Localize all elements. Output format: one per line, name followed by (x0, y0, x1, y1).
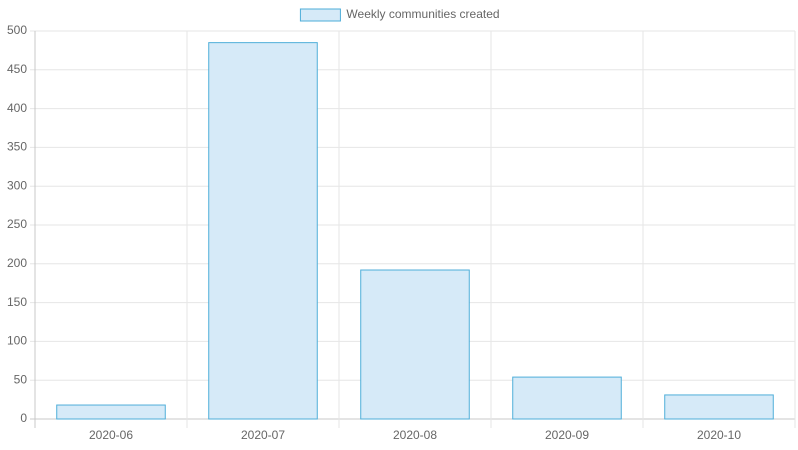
x-tick-label: 2020-09 (545, 428, 589, 442)
x-tick-label: 2020-10 (697, 428, 741, 442)
bar (512, 376, 622, 420)
y-tick-label: 50 (14, 372, 28, 386)
x-tick-label: 2020-08 (393, 428, 437, 442)
y-tick-label: 350 (7, 140, 27, 154)
y-tick-label: 300 (7, 178, 27, 192)
y-tick-label: 450 (7, 62, 27, 76)
y-tick-label: 0 (20, 411, 27, 425)
x-tick-label: 2020-06 (89, 428, 133, 442)
y-tick-label: 400 (7, 101, 27, 115)
bar (360, 269, 470, 420)
y-tick-label: 100 (7, 334, 27, 348)
y-tick-label: 150 (7, 295, 27, 309)
y-tick-label: 250 (7, 217, 27, 231)
y-tick-label: 500 (7, 23, 27, 37)
legend-swatch (299, 8, 341, 22)
y-tick-label: 200 (7, 256, 27, 270)
bar (56, 404, 166, 420)
legend-label: Weekly communities created (346, 7, 499, 21)
bar (664, 394, 774, 420)
bar (208, 42, 318, 420)
x-tick-label: 2020-07 (241, 428, 285, 442)
